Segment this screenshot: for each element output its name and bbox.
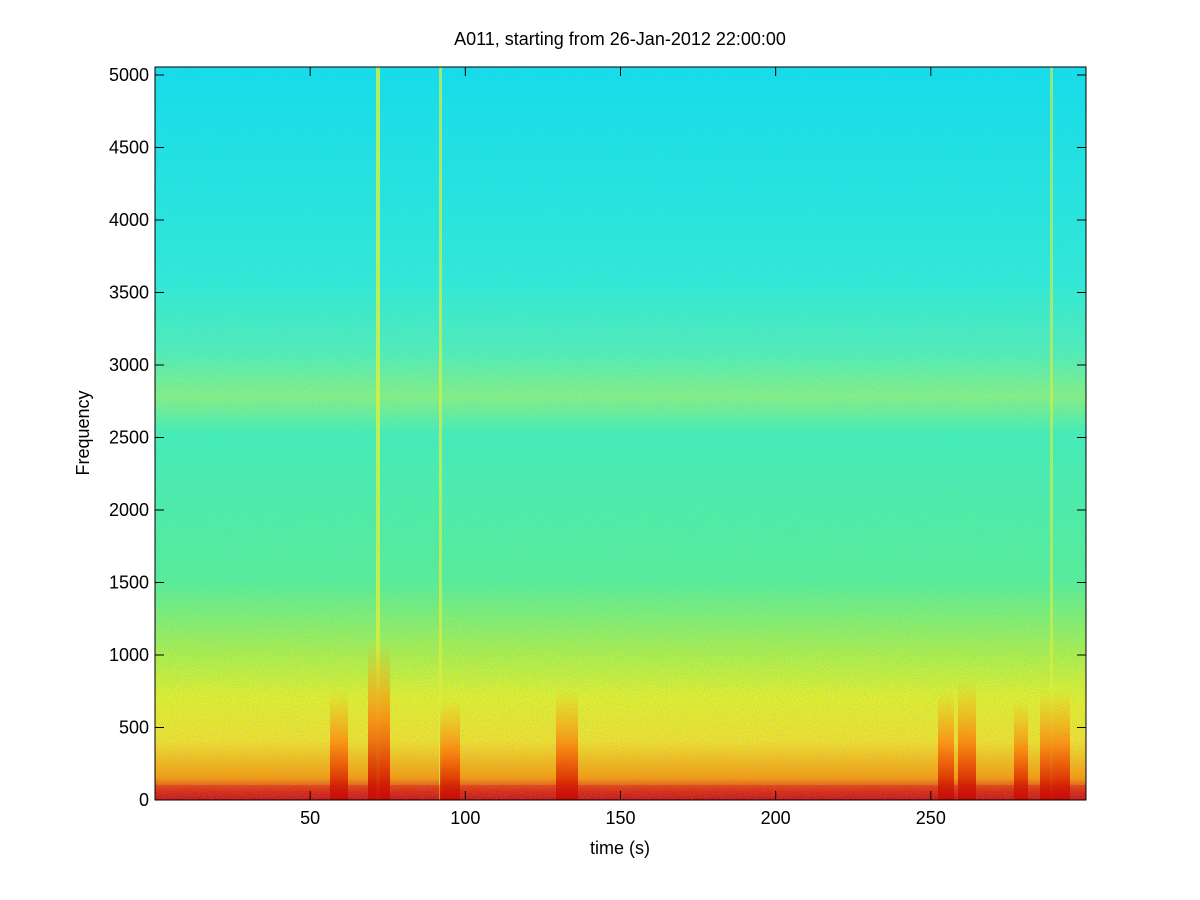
streak bbox=[440, 700, 460, 800]
y-tick-label: 4000 bbox=[109, 210, 149, 230]
y-tick-label: 0 bbox=[139, 790, 149, 810]
x-tick-label: 250 bbox=[916, 808, 946, 828]
x-tick-label: 150 bbox=[605, 808, 635, 828]
y-tick-label: 1000 bbox=[109, 645, 149, 665]
streak bbox=[330, 690, 348, 800]
streak bbox=[958, 680, 976, 800]
spectrogram-image bbox=[155, 67, 1086, 800]
streak bbox=[938, 690, 954, 800]
y-tick-label: 500 bbox=[119, 717, 149, 737]
y-tick-label: 3500 bbox=[109, 282, 149, 302]
y-tick-label: 3000 bbox=[109, 355, 149, 375]
y-tick-label: 5000 bbox=[109, 65, 149, 85]
y-tick-label: 2500 bbox=[109, 427, 149, 447]
streak bbox=[556, 690, 578, 800]
streak bbox=[1040, 690, 1070, 800]
streak bbox=[439, 67, 442, 800]
y-axis-label: Frequency bbox=[73, 390, 93, 475]
x-tick-label: 100 bbox=[450, 808, 480, 828]
y-tick-label: 4500 bbox=[109, 137, 149, 157]
streak bbox=[376, 67, 380, 800]
x-tick-label: 50 bbox=[300, 808, 320, 828]
streak bbox=[1014, 700, 1028, 800]
spectrogram-noise bbox=[155, 67, 1086, 800]
x-tick-label: 200 bbox=[761, 808, 791, 828]
streak bbox=[1050, 67, 1053, 800]
streak bbox=[368, 640, 390, 800]
y-tick-label: 2000 bbox=[109, 500, 149, 520]
chart-title: A011, starting from 26-Jan-2012 22:00:00 bbox=[454, 29, 786, 49]
x-axis-label: time (s) bbox=[590, 838, 650, 858]
y-tick-label: 1500 bbox=[109, 572, 149, 592]
